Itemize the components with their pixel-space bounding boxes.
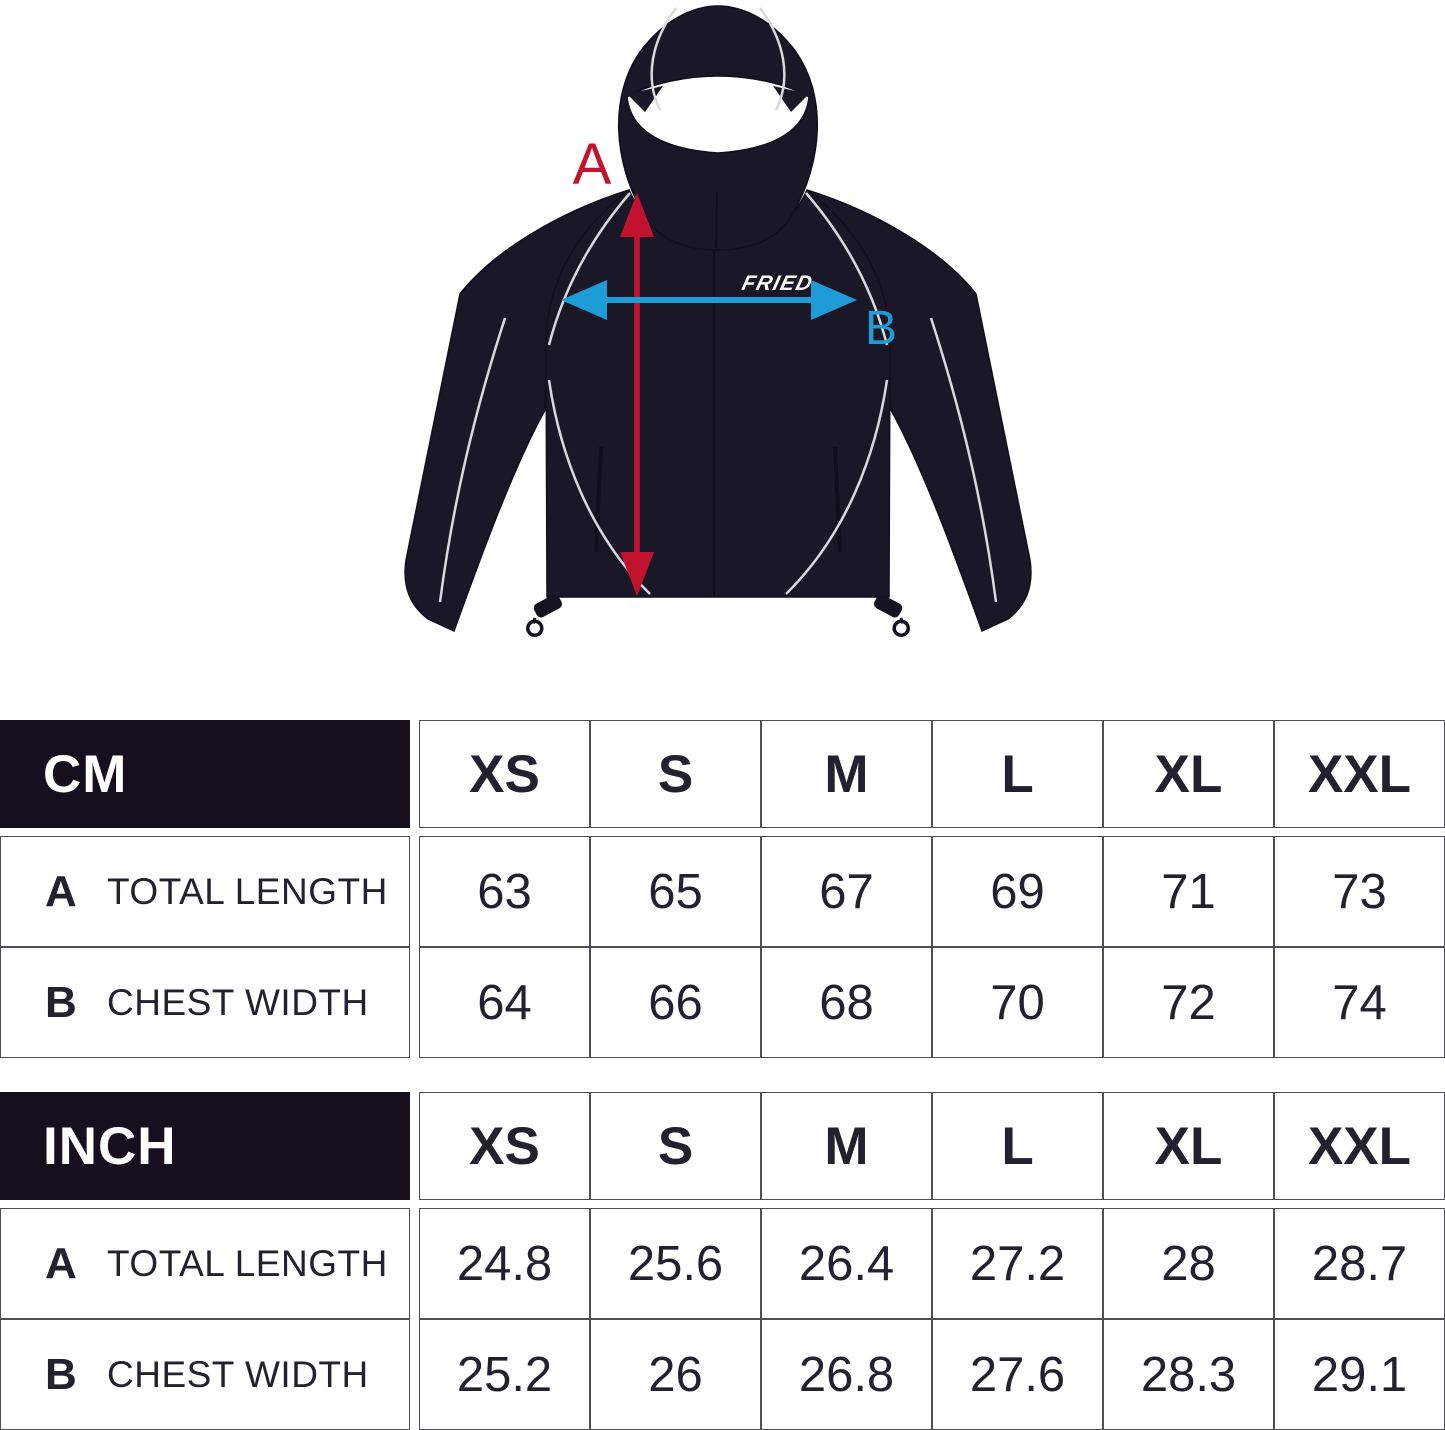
inch-total-length-l: 27.2 (932, 1208, 1103, 1319)
cm-row-label-total-length: A TOTAL LENGTH (0, 836, 410, 947)
inch-chest-width-xs: 25.2 (419, 1319, 590, 1430)
inch-size-header-l: L (932, 1092, 1103, 1200)
arrow-a-label: A (573, 132, 612, 197)
inch-total-length-xxl: 28.7 (1274, 1208, 1445, 1319)
measurement-arrow-b: B (561, 280, 897, 355)
cm-size-header-xl: XL (1103, 720, 1274, 828)
row-letter: B (45, 1349, 77, 1399)
cm-size-header-m: M (761, 720, 932, 828)
cm-unit-header: CM (0, 720, 410, 828)
cm-total-length-xxl: 73 (1274, 836, 1445, 947)
cm-total-length-m: 67 (761, 836, 932, 947)
row-title: CHEST WIDTH (107, 1353, 369, 1395)
cm-total-length-xl: 71 (1103, 836, 1274, 947)
right-hem-toggle (873, 594, 910, 638)
inch-size-table: INCH XS S M L XL XXL A TOTAL LENGTH 24.8… (0, 1092, 1445, 1430)
cm-chest-width-s: 66 (590, 947, 761, 1058)
front-seams (594, 250, 842, 595)
cm-total-length-l: 69 (932, 836, 1103, 947)
inch-row-label-chest-width: B CHEST WIDTH (0, 1319, 410, 1430)
arrow-b-head-left (561, 280, 607, 320)
inch-unit-header: INCH (0, 1092, 410, 1200)
cm-total-length-xs: 63 (419, 836, 590, 947)
inch-size-header-xxl: XXL (1274, 1092, 1445, 1200)
inch-chest-width-xl: 28.3 (1103, 1319, 1274, 1430)
inch-total-length-xl: 28 (1103, 1208, 1274, 1319)
column-divider-gap (410, 1092, 419, 1200)
inch-size-header-s: S (590, 1092, 761, 1200)
header-divider-gap (0, 828, 1445, 836)
cm-chest-width-xs: 64 (419, 947, 590, 1058)
right-pocket-slit (833, 446, 842, 553)
row-letter: B (45, 977, 77, 1027)
arrow-b-label: B (865, 302, 897, 355)
inch-chest-width-xxl: 29.1 (1274, 1319, 1445, 1430)
chin-crease (715, 191, 718, 249)
cm-size-header-xs: XS (419, 720, 590, 828)
cm-chest-width-l: 70 (932, 947, 1103, 1058)
inch-total-length-m: 26.4 (761, 1208, 932, 1319)
cm-size-header-l: L (932, 720, 1103, 828)
arrow-b-head-right (811, 280, 857, 320)
row-title: TOTAL LENGTH (107, 870, 388, 912)
cm-size-header-s: S (590, 720, 761, 828)
cm-chest-width-xxl: 74 (1274, 947, 1445, 1058)
inch-chest-width-l: 27.6 (932, 1319, 1103, 1430)
inch-chest-width-s: 26 (590, 1319, 761, 1430)
cm-size-header-xxl: XXL (1274, 720, 1445, 828)
hood-face-opening (626, 75, 810, 154)
left-hem-toggle (526, 594, 563, 638)
row-title: CHEST WIDTH (107, 981, 369, 1023)
inch-total-length-xs: 24.8 (419, 1208, 590, 1319)
left-pocket-slit (594, 446, 603, 553)
cm-row-label-chest-width: B CHEST WIDTH (0, 947, 410, 1058)
inch-size-header-xs: XS (419, 1092, 590, 1200)
cm-size-table: CM XS S M L XL XXL A TOTAL LENGTH 63 65 … (0, 720, 1445, 1058)
inch-row-label-total-length: A TOTAL LENGTH (0, 1208, 410, 1319)
inch-size-header-xl: XL (1103, 1092, 1274, 1200)
cm-chest-width-m: 68 (761, 947, 932, 1058)
arrow-a-head-top (620, 193, 654, 237)
inch-chest-width-m: 26.8 (761, 1319, 932, 1430)
measurement-arrow-a: A (573, 132, 654, 596)
jacket-illustration: FRIED A B (404, 5, 1032, 638)
brand-logo: FRIED (740, 271, 816, 295)
inch-size-header-m: M (761, 1092, 932, 1200)
row-title: TOTAL LENGTH (107, 1242, 388, 1284)
row-letter: A (45, 1238, 77, 1288)
row-letter: A (45, 866, 77, 916)
arrow-a-head-bottom (620, 552, 654, 596)
header-divider-gap (0, 1200, 1445, 1208)
inch-total-length-s: 25.6 (590, 1208, 761, 1319)
column-divider-gap (410, 720, 419, 828)
cm-total-length-s: 65 (590, 836, 761, 947)
cm-chest-width-xl: 72 (1103, 947, 1274, 1058)
